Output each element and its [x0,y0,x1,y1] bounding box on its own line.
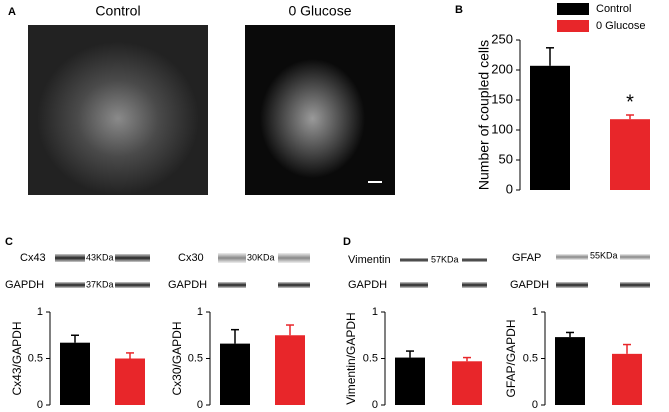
blot-band [556,282,588,288]
bar [395,357,425,405]
blot-band [400,282,428,288]
blot-band [462,258,487,262]
blot-loading: GAPDH [168,279,207,291]
blot-band [556,254,588,260]
panel-label: B [455,4,463,16]
image-title: Control [95,3,140,19]
blot-kda: 43KDa [86,252,114,262]
blot-loading: GAPDH [510,279,549,291]
blot-loading: GAPDH [5,279,44,291]
y-tick-label: 0 [372,399,378,411]
blot-band [218,282,246,288]
legend-label: Control [596,3,631,15]
blot-kda: 55KDa [590,250,618,260]
y-axis-label: Cx43/GAPDH [10,321,24,395]
bar [610,119,650,190]
y-tick-label: 1 [197,306,203,318]
y-axis-label: Cx30/GAPDH [170,321,184,395]
y-tick-label: 100 [491,121,513,136]
y-tick-label: 0.5 [28,352,43,364]
bar [220,343,250,405]
bar [452,361,482,405]
y-axis-label: Number of coupled cells [476,40,492,190]
y-tick-label: 0 [506,181,513,196]
legend-swatch [557,3,589,15]
blot-band [115,254,150,262]
y-tick-label: 0 [532,399,538,411]
blot-band [55,254,85,262]
bar [555,337,585,405]
bar [60,342,90,405]
bar [275,335,305,405]
y-tick-label: 1 [372,306,378,318]
panel-label: C [5,236,13,248]
y-tick-label: 0.5 [523,352,538,364]
y-tick-label: 250 [491,31,513,46]
blot-loading: GAPDH [348,279,387,291]
bar [530,65,570,190]
y-tick-label: 0 [37,399,43,411]
blot-band [278,253,310,263]
blot-band [55,282,85,288]
bar [115,358,145,405]
panel-label: D [343,236,351,248]
blot-protein: Cx43 [20,252,46,264]
panel-label: A [8,6,16,18]
y-tick-label: 150 [491,91,513,106]
y-tick-label: 0 [197,399,203,411]
blot-kda: 57KDa [431,254,459,264]
y-axis-label: Vimentin/GAPDH [344,312,358,404]
blot-protein: Vimentin [348,254,391,266]
y-tick-label: 1 [37,306,43,318]
legend-swatch [557,20,589,32]
blot-protein: GFAP [512,252,541,264]
legend-label: 0 Glucose [596,20,646,32]
blot-kda: 30KDa [247,252,275,262]
micrograph [28,25,208,195]
blot-kda: 37KDa [86,279,114,289]
blot-band [278,282,310,288]
blot-protein: Cx30 [178,252,204,264]
blot-band [620,282,650,288]
blot-band [462,282,487,288]
blot-band [115,282,150,288]
blot-band [218,253,246,263]
y-tick-label: 200 [491,61,513,76]
image-title: 0 Glucose [288,3,351,19]
y-tick-label: 1 [532,306,538,318]
y-tick-label: 50 [499,151,513,166]
blot-band [400,258,428,262]
significance: * [626,91,634,113]
y-tick-label: 0.5 [188,352,203,364]
y-tick-label: 0.5 [363,352,378,364]
blot-band [620,254,650,260]
micrograph [245,25,395,195]
bar [612,353,642,405]
y-axis-label: GFAP/GAPDH [504,319,518,397]
